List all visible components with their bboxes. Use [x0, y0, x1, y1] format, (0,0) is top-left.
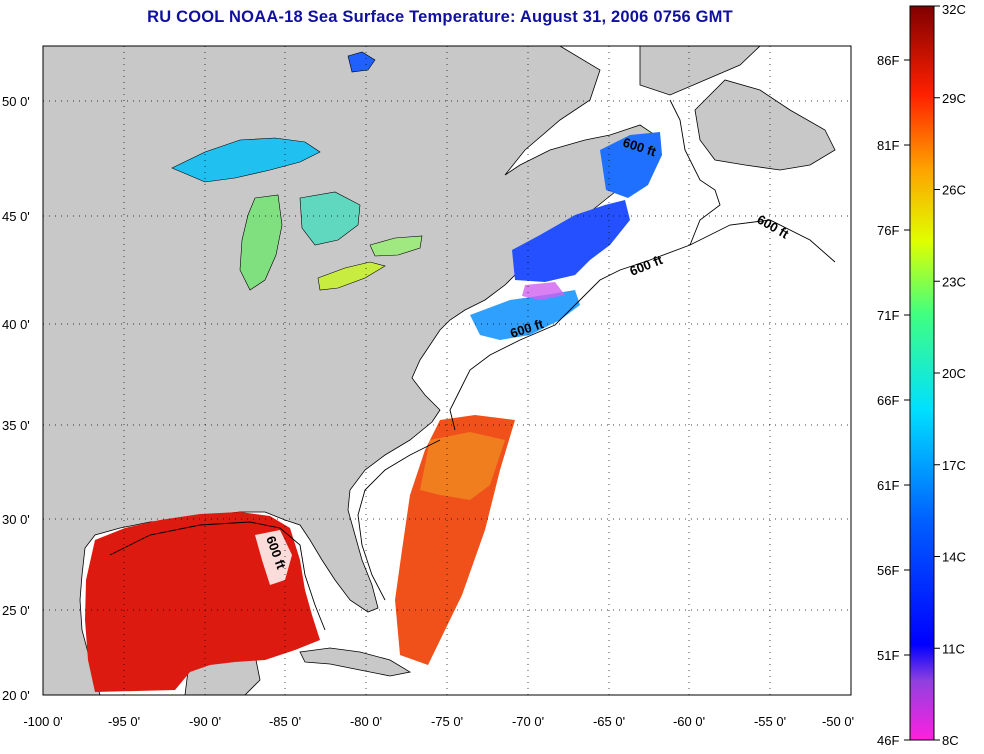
latitude-tick-label: 45 0': [2, 209, 30, 224]
longitude-tick-label: -85 0': [269, 714, 301, 729]
colorbar-celsius-label: 26C: [942, 183, 966, 198]
lake-michigan: [239, 194, 283, 291]
latitude-tick-label: 35 0': [2, 418, 30, 433]
longitude-tick-label: -75 0': [431, 714, 463, 729]
colorbar-ticks: [904, 5, 940, 741]
latitude-tick-label: 20 0': [2, 688, 30, 703]
lake-erie: [317, 261, 386, 291]
land-cuba: [299, 647, 412, 677]
colorbar-fahrenheit-label: 56F: [877, 563, 899, 578]
longitude-tick-label: -55 0': [754, 714, 786, 729]
lake-nipigon: [347, 51, 376, 73]
sst-shelf-south: [470, 290, 580, 340]
colorbar-celsius-label: 17C: [942, 458, 966, 473]
isobath-line-southeast: [357, 439, 441, 601]
colorbar-celsius-label: 20C: [942, 366, 966, 381]
latitude-tick-label: 30 0': [2, 512, 30, 527]
colorbar-fahrenheit-label: 76F: [877, 223, 899, 238]
sst-gulf-of-maine: [512, 200, 630, 282]
graticule: [43, 46, 851, 695]
latitude-tick-label: 25 0': [2, 603, 30, 618]
colorbar-fahrenheit-label: 51F: [877, 648, 899, 663]
colorbar-celsius-label: 29C: [942, 91, 966, 106]
sst-shelf-magenta: [522, 282, 565, 300]
colorbar-fahrenheit-label: 81F: [877, 138, 899, 153]
lake-huron: [299, 191, 361, 246]
longitude-tick-label: -95 0': [108, 714, 140, 729]
sst-gulf-patch-white: [255, 530, 292, 585]
longitude-tick-label: -65 0': [593, 714, 625, 729]
colorbar: [909, 5, 935, 741]
colorbar-celsius-label: 8C: [942, 733, 959, 748]
land-labrador: [639, 46, 761, 96]
colorbar-fahrenheit-label: 61F: [877, 478, 899, 493]
colorbar-celsius-label: 11C: [942, 641, 965, 656]
latitude-tick-label: 50 0': [2, 94, 30, 109]
colorbar-fahrenheit-label: 66F: [877, 393, 899, 408]
latitude-tick-label: 40 0': [2, 317, 30, 332]
colorbar-labels: 32C 29C 26C 23C 20C 17C 14C 11C 8C 86F 81F 76F 71F 66…: [877, 2, 966, 748]
colorbar-fahrenheit-label: 86F: [877, 53, 899, 68]
isobath-line-gulf: [109, 521, 326, 631]
lake-superior: [171, 137, 321, 183]
longitude-tick-label: -70 0': [512, 714, 544, 729]
longitude-tick-label: -60 0': [673, 714, 705, 729]
colorbar-celsius-label: 23C: [942, 274, 966, 289]
plot-frame: [42, 45, 852, 696]
longitude-tick-label: -90 0': [189, 714, 221, 729]
colorbar-fahrenheit-label: 46F: [877, 733, 899, 748]
lake-ontario: [369, 235, 423, 257]
longitude-tick-label: -50 0': [822, 714, 854, 729]
colorbar-fahrenheit-label: 71F: [877, 308, 899, 323]
longitude-tick-label: -80 0': [350, 714, 382, 729]
isobath-line-atlantic: [449, 99, 836, 431]
latitude-tick-labels: 50 0' 45 0' 40 0' 35 0' 30 0' 25 0' 20 0': [2, 94, 30, 703]
land-newfoundland: [694, 79, 836, 171]
colorbar-celsius-label: 14C: [942, 550, 966, 565]
longitude-tick-labels: -100 0' -95 0' -90 0' -85 0' -80 0' -75 0' -70…: [23, 714, 854, 729]
sst-stream-orange: [420, 432, 505, 500]
map-title: RU COOL NOAA-18 Sea Surface Temperature:…: [147, 8, 733, 26]
longitude-tick-label: -100 0': [23, 714, 62, 729]
sst-gulf-stlawrence: [600, 132, 662, 198]
colorbar-celsius-label: 32C: [942, 2, 966, 17]
